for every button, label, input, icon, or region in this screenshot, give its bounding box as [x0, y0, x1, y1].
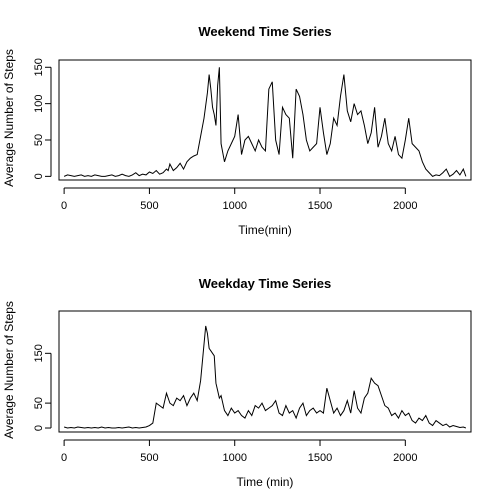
series-line [63, 325, 467, 429]
series-line [63, 67, 467, 178]
chart-weekend: Weekend Time Series 0 500 1000 1500 2000 0 50… [2, 24, 472, 237]
y-tick-label: 0 [33, 425, 45, 431]
y-tick-label: 150 [33, 58, 45, 76]
y-axis: 0 50 150 [33, 344, 52, 431]
y-tick-label: 150 [33, 344, 45, 362]
chart-title: Weekend Time Series [198, 24, 331, 39]
x-tick-label: 0 [61, 200, 67, 212]
y-tick-label: 50 [33, 397, 45, 409]
x-tick-label: 500 [140, 200, 158, 212]
x-axis-label: Time(min) [238, 223, 292, 237]
x-tick-label: 1000 [222, 452, 246, 464]
x-tick-label: 1500 [308, 452, 332, 464]
x-tick-label: 1000 [222, 200, 246, 212]
x-tick-label: 2000 [393, 200, 417, 212]
x-tick-label: 2000 [393, 452, 417, 464]
x-axis: 0 500 1000 1500 2000 [61, 187, 418, 212]
y-tick-label: 0 [33, 173, 45, 179]
y-axis-label: Average Number of Steps [2, 49, 16, 187]
plot-frame [58, 59, 472, 181]
x-axis-label: Time (min) [237, 475, 294, 489]
y-axis: 0 50 100 150 [33, 58, 52, 179]
x-axis: 0 500 1000 1500 2000 [61, 439, 418, 464]
plot-frame [58, 310, 472, 433]
x-tick-label: 500 [140, 452, 158, 464]
y-axis-label: Average Number of Steps [2, 301, 16, 439]
chart-title: Weekday Time Series [199, 276, 332, 291]
y-tick-label: 100 [33, 94, 45, 112]
y-tick-label: 50 [33, 134, 45, 146]
x-tick-label: 1500 [308, 200, 332, 212]
chart-weekday: Weekday Time Series 0 500 1000 1500 2000 0 50… [2, 276, 472, 489]
x-tick-label: 0 [61, 452, 67, 464]
